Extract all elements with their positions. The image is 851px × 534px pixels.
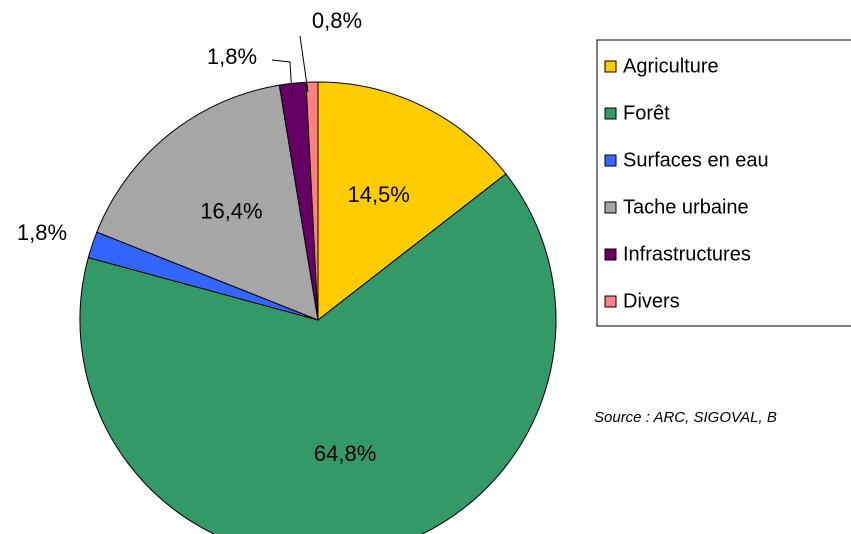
legend-label: Surfaces en eau bbox=[623, 149, 769, 171]
source-note: Source : ARC, SIGOVAL, B bbox=[594, 409, 777, 426]
pie-slice bbox=[305, 81, 319, 321]
legend-label: Divers bbox=[623, 290, 680, 312]
legend-box bbox=[596, 39, 851, 327]
legend-label: Agriculture bbox=[623, 55, 719, 77]
data-label: 16,4% bbox=[200, 198, 262, 223]
pie-slice bbox=[317, 81, 507, 322]
data-label: 1,8% bbox=[207, 44, 257, 69]
legend-swatch bbox=[604, 154, 617, 167]
pie-slice bbox=[79, 173, 557, 534]
leader-line bbox=[299, 35, 309, 93]
legend-swatch bbox=[604, 295, 617, 308]
legend-label: Forêt bbox=[623, 102, 670, 124]
legend-label: Infrastructures bbox=[623, 243, 751, 265]
data-label: 14,5% bbox=[347, 182, 409, 207]
legend-swatch bbox=[604, 60, 617, 73]
data-label: 0,8% bbox=[312, 8, 362, 33]
legend-swatch bbox=[604, 201, 617, 214]
data-label: 64,8% bbox=[314, 441, 376, 466]
legend-swatch bbox=[604, 248, 617, 261]
legend-label: Tache urbaine bbox=[623, 196, 749, 218]
data-label: 1,8% bbox=[17, 220, 67, 245]
pie-slice bbox=[96, 84, 319, 321]
legend-swatch bbox=[604, 107, 617, 120]
leader-line bbox=[271, 59, 293, 97]
